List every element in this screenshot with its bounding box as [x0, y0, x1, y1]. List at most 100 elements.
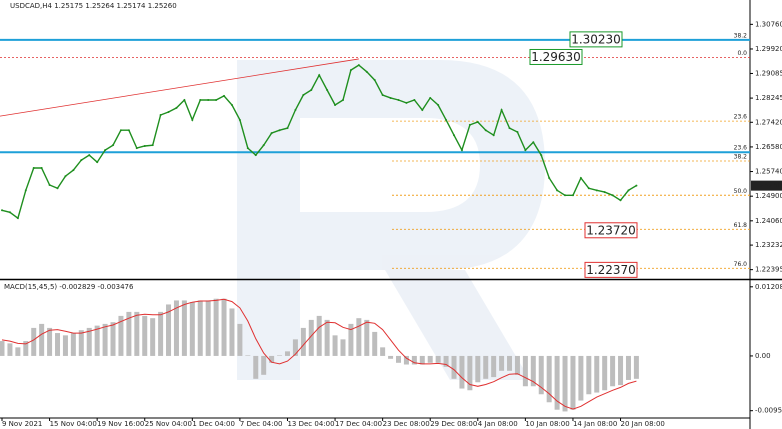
price-point	[524, 149, 527, 152]
price-point	[389, 96, 392, 99]
x-tick-label: 10 Jan 08:00	[525, 420, 569, 428]
watermark-logo	[237, 60, 545, 380]
macd-bar	[292, 339, 298, 356]
price-point	[119, 129, 122, 132]
macd-bar	[396, 355, 401, 363]
price-point	[175, 106, 178, 109]
macd-bar	[300, 327, 306, 356]
x-tick-label: 15 Nov 04:00	[50, 420, 97, 428]
price-point	[143, 145, 146, 148]
macd-bar	[411, 355, 417, 365]
price-box	[529, 48, 583, 65]
x-tick-label: 7 Dec 04:00	[240, 420, 283, 428]
price-point	[159, 113, 162, 116]
price-point	[238, 118, 241, 121]
x-tick-label: 19 Nov 16:00	[97, 420, 144, 428]
macd-bar	[467, 355, 473, 391]
price-point	[571, 194, 574, 197]
macd-bar	[245, 355, 251, 356]
price-point	[429, 96, 432, 99]
price-point	[318, 74, 321, 77]
price-box	[584, 222, 638, 239]
macd-bar	[86, 327, 92, 356]
price-point	[595, 189, 598, 192]
y-tick-label: 1.29085	[755, 69, 782, 77]
price-box-label: 1.30230	[571, 32, 621, 46]
macd-bar	[633, 355, 639, 379]
price-point	[246, 147, 249, 150]
macd-bar	[530, 355, 536, 387]
price-point	[516, 130, 519, 133]
price-point	[270, 132, 273, 135]
price-point	[611, 194, 614, 197]
price-point	[223, 94, 226, 97]
y-tick-label: 1.23232	[755, 241, 782, 249]
x-tick-label: 25 Nov 04:00	[145, 420, 192, 428]
y-tick-label: 1.29920	[755, 45, 782, 53]
macd-bar	[7, 343, 13, 356]
price-point	[587, 187, 590, 190]
price-point	[104, 149, 107, 152]
price-box-label: 1.23720	[586, 223, 636, 237]
price-point	[151, 144, 154, 147]
y-tick-label: 1.26580	[755, 143, 782, 151]
macd-bar	[546, 355, 552, 403]
macd-bar	[491, 355, 497, 378]
watermark-leg	[385, 270, 530, 380]
price-point	[508, 127, 511, 130]
price-point	[397, 98, 400, 101]
fib-label: 50.0	[734, 188, 748, 195]
price-point	[334, 103, 337, 106]
y-tick-label: 0.012086	[755, 283, 782, 291]
watermark	[237, 60, 545, 380]
x-tick-label: 29 Dec 08:00	[430, 420, 477, 428]
macd-bar	[570, 355, 576, 410]
macd-bar	[94, 325, 100, 356]
x-tick-label: 14 Jan 08:00	[573, 420, 617, 428]
price-point	[278, 129, 281, 132]
price-point	[72, 169, 75, 172]
macd-bar	[308, 319, 314, 356]
price-point	[262, 144, 265, 147]
macd-bar	[348, 323, 354, 356]
price-point	[191, 118, 194, 121]
macd-bar	[126, 311, 132, 356]
fib-label: 76.0	[734, 261, 748, 268]
price-point	[365, 70, 368, 73]
macd-bar	[610, 355, 616, 387]
macd-bar	[253, 355, 259, 379]
macd-bar	[173, 300, 179, 356]
macd-bar	[23, 341, 29, 356]
price-point	[230, 103, 233, 106]
price-point	[413, 98, 416, 101]
price-point	[540, 154, 543, 157]
macd-bar	[403, 355, 409, 365]
y-tick-label: 1.24900	[755, 192, 782, 200]
y-tick-label: 1.28245	[755, 94, 782, 102]
price-point	[603, 191, 606, 194]
price-point	[96, 161, 99, 164]
price-point	[453, 134, 456, 137]
price-point	[468, 123, 471, 126]
x-tick-label: 20 Jan 08:00	[621, 420, 665, 428]
macd-bar	[181, 300, 187, 356]
macd-bar	[150, 318, 156, 356]
macd-bar	[284, 351, 290, 356]
macd-bar	[197, 300, 203, 356]
macd-bar	[55, 333, 61, 356]
x-tick-label: 13 Dec 04:00	[287, 420, 334, 428]
price-point	[421, 108, 424, 111]
macd-bar	[356, 318, 362, 356]
macd-bar	[427, 355, 433, 363]
price-point	[286, 127, 289, 130]
macd-bar	[372, 331, 378, 356]
price-box-label: 1.29630	[531, 50, 581, 64]
price-point	[460, 149, 463, 152]
y-tick-label: 1.24060	[755, 217, 782, 225]
price-point	[341, 98, 344, 101]
price-point	[199, 98, 202, 101]
macd-bar	[0, 341, 5, 356]
y-tick-label: 1.27420	[755, 118, 782, 126]
macd-bar	[15, 347, 21, 356]
